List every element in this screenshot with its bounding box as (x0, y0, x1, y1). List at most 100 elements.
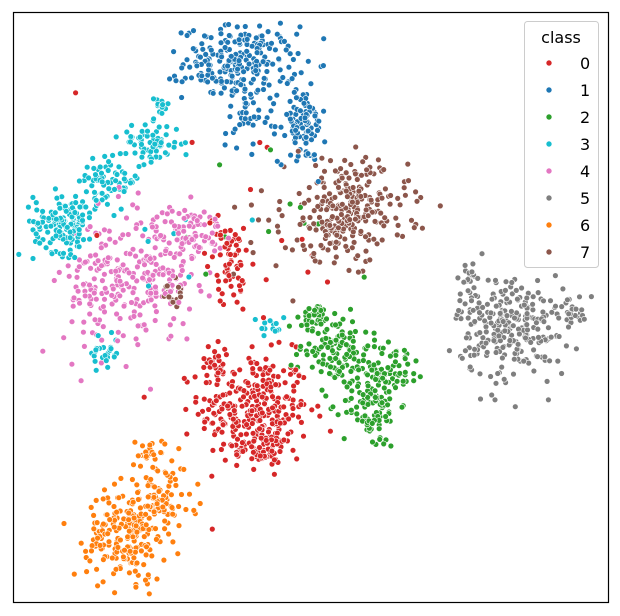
scatter-point-class-1 (299, 124, 306, 132)
scatter-point-class-3 (52, 185, 59, 193)
scatter-point-class-0 (235, 247, 242, 254)
scatter-point-class-6 (142, 576, 149, 584)
scatter-point-class-4 (56, 269, 63, 276)
scatter-point-class-5 (456, 297, 464, 304)
scatter-point-class-0 (215, 286, 222, 293)
scatter-point-class-5 (493, 302, 500, 310)
scatter-point-class-7 (345, 174, 353, 182)
scatter-point-class-6 (150, 451, 157, 458)
scatter-point-class-7 (329, 202, 336, 210)
scatter-point-class-3 (185, 273, 193, 281)
scatter-point-class-5 (563, 342, 570, 350)
scatter-point-class-2 (402, 369, 409, 376)
scatter-point-class-4 (98, 336, 105, 344)
scatter-point-class-0 (300, 433, 307, 440)
scatter-point-class-2 (378, 350, 386, 357)
scatter-point-class-2 (376, 436, 383, 443)
scatter-point-class-3 (163, 123, 171, 130)
scatter-point-class-3 (101, 153, 108, 160)
scatter-point-class-0 (247, 359, 255, 366)
scatter-point-class-6 (115, 494, 123, 501)
scatter-point-class-3 (94, 332, 102, 339)
scatter-point-class-2 (359, 399, 366, 407)
scatter-point-class-6 (140, 561, 147, 568)
scatter-point-class-6 (132, 522, 140, 529)
scatter-point-class-7 (349, 198, 356, 206)
scatter-point-class-4 (51, 277, 58, 284)
scatter-point-class-0 (269, 404, 276, 411)
scatter-point-class-3 (112, 133, 120, 141)
scatter-point-class-3 (165, 141, 173, 149)
scatter-point-class-6 (130, 514, 138, 522)
scatter-point-class-2 (384, 364, 392, 371)
scatter-point-class-2 (329, 347, 336, 354)
scatter-point-class-0 (240, 387, 248, 394)
scatter-point-class-2 (412, 357, 420, 365)
scatter-point-class-2 (369, 420, 376, 427)
scatter-point-class-1 (320, 62, 327, 69)
scatter-point-class-3 (60, 250, 67, 257)
scatter-point-class-5 (495, 332, 503, 340)
scatter-point-class-1 (305, 58, 312, 65)
scatter-point-class-6 (133, 481, 141, 488)
scatter-point-class-7 (165, 293, 173, 301)
scatter-point-class-6 (117, 475, 125, 482)
scatter-point-class-5 (457, 290, 464, 298)
scatter-point-class-7 (324, 246, 332, 254)
scatter-point-class-5 (511, 314, 518, 322)
scatter-point-class-3 (79, 211, 86, 219)
scatter-point-class-5 (476, 370, 484, 377)
scatter-point-class-0 (260, 314, 267, 321)
scatter-point-class-4 (159, 264, 167, 272)
scatter-point-class-6 (141, 533, 148, 540)
scatter-point-class-5 (460, 279, 467, 286)
scatter-point-class-3 (149, 132, 157, 139)
scatter-point-class-3 (71, 254, 78, 261)
scatter-point-class-1 (266, 94, 274, 102)
scatter-point-class-5 (534, 353, 541, 360)
scatter-point-class-5 (548, 309, 555, 316)
scatter-point-class-3 (90, 165, 98, 172)
scatter-point-class-2 (410, 370, 417, 377)
scatter-point-class-3 (182, 151, 190, 158)
scatter-point-class-4 (68, 318, 76, 325)
scatter-point-class-4 (169, 272, 177, 279)
scatter-point-class-1 (249, 140, 257, 148)
scatter-point-class-0 (203, 379, 210, 386)
scatter-point-class-5 (497, 310, 504, 317)
scatter-point-class-6 (190, 507, 198, 514)
scatter-point-class-4 (180, 228, 187, 235)
scatter-point-class-7 (274, 223, 281, 230)
scatter-point-class-3 (138, 128, 146, 135)
scatter-point-class-0 (239, 305, 247, 313)
scatter-point-class-6 (134, 489, 141, 496)
scatter-point-class-0 (218, 405, 226, 413)
legend-title: class (541, 28, 581, 47)
scatter-point-class-1 (226, 113, 234, 120)
scatter-point-class-5 (540, 297, 547, 304)
scatter-point-class-5 (530, 367, 538, 375)
scatter-point-class-1 (308, 136, 315, 143)
scatter-point-class-4 (134, 322, 142, 330)
scatter-point-class-5 (533, 319, 540, 326)
scatter-point-class-2 (343, 351, 350, 358)
scatter-point-class-5 (446, 347, 453, 354)
scatter-point-class-7 (311, 207, 318, 214)
scatter-point-class-0 (247, 186, 254, 193)
scatter-point-class-7 (331, 259, 338, 266)
scatter-point-class-3 (53, 194, 61, 202)
scatter-point-class-7 (349, 244, 356, 251)
scatter-point-class-2 (360, 357, 367, 364)
scatter-point-class-7 (387, 192, 394, 199)
scatter-point-class-5 (545, 324, 552, 331)
scatter-point-class-0 (209, 525, 216, 533)
scatter-point-class-1 (254, 86, 262, 94)
scatter-point-class-0 (223, 351, 230, 358)
scatter-point-class-0 (308, 406, 315, 413)
scatter-point-class-0 (141, 394, 148, 401)
scatter-point-class-7 (347, 161, 354, 168)
scatter-point-class-5 (492, 277, 499, 284)
scatter-point-class-1 (320, 35, 327, 42)
scatter-point-class-7 (362, 247, 370, 255)
scatter-point-class-5 (555, 333, 563, 340)
